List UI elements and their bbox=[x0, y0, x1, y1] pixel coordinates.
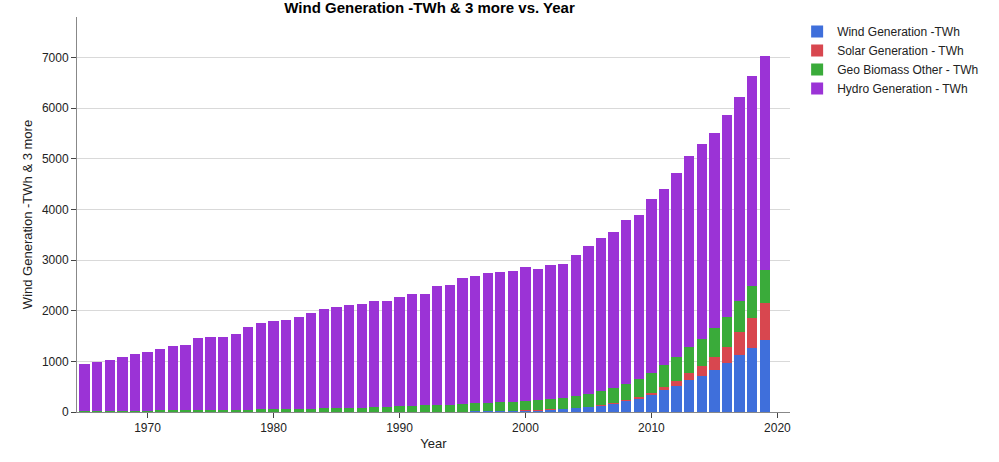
svg-text:Geo Biomass Other - TWh: Geo Biomass Other - TWh bbox=[837, 63, 978, 77]
svg-text:1970: 1970 bbox=[134, 421, 161, 435]
svg-text:1000: 1000 bbox=[42, 355, 69, 369]
svg-text:2000: 2000 bbox=[42, 304, 69, 318]
svg-text:1980: 1980 bbox=[260, 421, 287, 435]
svg-text:2000: 2000 bbox=[512, 421, 539, 435]
svg-text:5000: 5000 bbox=[42, 152, 69, 166]
svg-text:Wind Generation -TWh & 3 more: Wind Generation -TWh & 3 more bbox=[20, 120, 35, 309]
svg-text:2010: 2010 bbox=[638, 421, 665, 435]
svg-text:6000: 6000 bbox=[42, 101, 69, 115]
svg-text:7000: 7000 bbox=[42, 51, 69, 65]
svg-text:Wind Generation -TWh: Wind Generation -TWh bbox=[837, 25, 960, 39]
svg-text:Year: Year bbox=[420, 436, 447, 451]
svg-text:3000: 3000 bbox=[42, 253, 69, 267]
svg-text:Solar Generation - TWh: Solar Generation - TWh bbox=[837, 44, 964, 58]
svg-text:Hydro Generation - TWh: Hydro Generation - TWh bbox=[837, 82, 968, 96]
svg-text:0: 0 bbox=[62, 405, 69, 419]
svg-text:4000: 4000 bbox=[42, 203, 69, 217]
svg-text:Wind Generation -TWh & 3 more: Wind Generation -TWh & 3 more vs. Year bbox=[284, 0, 575, 16]
svg-text:2020: 2020 bbox=[764, 421, 791, 435]
svg-text:1990: 1990 bbox=[386, 421, 413, 435]
